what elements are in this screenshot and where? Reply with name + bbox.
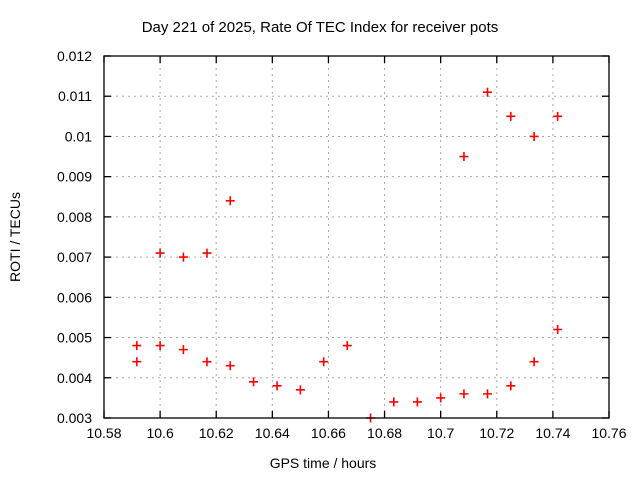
data-point-marker — [483, 389, 493, 399]
data-point-marker — [319, 357, 329, 367]
data-point-marker — [436, 393, 446, 403]
data-point-marker — [225, 361, 235, 371]
x-tick-label: 10.7 — [427, 425, 454, 441]
y-axis-label: ROTI / TECUs — [7, 192, 23, 282]
data-point-marker — [132, 341, 142, 351]
data-point-marker — [459, 389, 469, 399]
data-point-marker — [506, 381, 516, 391]
data-point-marker — [155, 341, 165, 351]
y-tick-label: 0.011 — [58, 88, 92, 104]
axis-layer: 10.58 10.6 10.62 10.64 10.66 10.68 10.7 10.72 10… — [57, 48, 627, 441]
y-tick-label: 0.01 — [65, 128, 92, 144]
y-tick-label: 0.004 — [57, 370, 92, 386]
x-tick-label: 10.68 — [367, 425, 402, 441]
data-point-marker — [178, 252, 188, 262]
x-tick-label: 10.6 — [146, 425, 173, 441]
y-tick-label: 0.006 — [57, 289, 92, 305]
grid-layer — [104, 56, 609, 418]
data-point-marker — [506, 111, 516, 121]
data-point-marker — [389, 397, 399, 407]
data-point-marker — [249, 377, 259, 387]
data-point-marker — [178, 345, 188, 355]
x-tick-label: 10.76 — [591, 425, 626, 441]
chart-title: Day 221 of 2025, Rate Of TEC Index for r… — [142, 19, 499, 36]
data-point-marker — [529, 357, 539, 367]
data-point-marker — [155, 248, 165, 258]
y-tick-label: 0.012 — [57, 48, 92, 64]
data-point-marker — [202, 248, 212, 258]
x-tick-label: 10.74 — [535, 425, 570, 441]
y-tick-label: 0.009 — [57, 169, 92, 185]
data-point-marker — [202, 357, 212, 367]
data-point-marker — [342, 341, 352, 351]
data-point-marker — [553, 111, 563, 121]
data-point-marker — [412, 397, 422, 407]
data-point-marker — [132, 357, 142, 367]
y-tick-label: 0.008 — [57, 209, 92, 225]
y-tick-label: 0.005 — [57, 330, 92, 346]
data-point-marker — [225, 196, 235, 206]
x-tick-label: 10.62 — [199, 425, 234, 441]
y-tick-label: 0.003 — [57, 410, 92, 426]
x-axis-label: GPS time / hours — [270, 455, 377, 471]
data-point-marker — [483, 87, 493, 97]
x-tick-label: 10.58 — [86, 425, 121, 441]
data-point-marker — [553, 325, 563, 335]
y-tick-label: 0.007 — [57, 249, 92, 265]
x-tick-label: 10.64 — [255, 425, 290, 441]
data-point-marker — [295, 385, 305, 395]
plot-border — [103, 55, 610, 419]
data-point-marker — [459, 152, 469, 162]
data-point-layer — [132, 87, 563, 423]
x-tick-label: 10.66 — [311, 425, 346, 441]
data-point-marker — [529, 131, 539, 141]
data-point-marker — [272, 381, 282, 391]
x-tick-label: 10.72 — [479, 425, 514, 441]
